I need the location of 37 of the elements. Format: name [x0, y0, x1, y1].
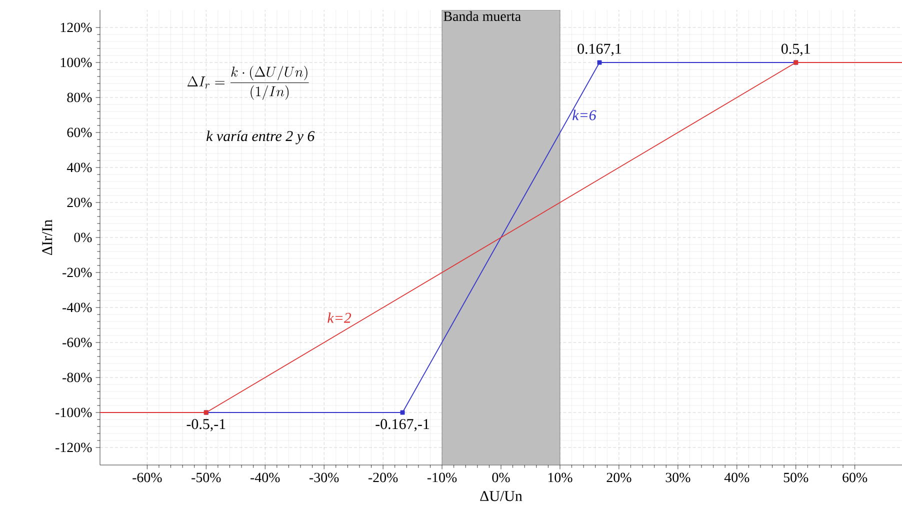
x-tick-label: 40% [724, 472, 750, 482]
x-tick-label: 10% [548, 472, 572, 482]
x-tick-label: 30% [666, 472, 690, 482]
annotation: k varía entre 2 y 6 [206, 130, 315, 144]
y-tick-label: 0% [74, 232, 92, 242]
y-tick-label: -40% [62, 302, 92, 312]
band-label: Banda muerta [444, 11, 521, 22]
series-label: k=6 [572, 110, 596, 120]
y-tick-label: 100% [60, 58, 92, 68]
x-tick-label: -40% [250, 472, 280, 482]
y-tick-label: 120% [60, 22, 92, 32]
annotation: -0.167,-1 [376, 419, 430, 432]
y-axis-title: ΔIr/In [42, 220, 52, 256]
x-tick-label: 20% [606, 472, 632, 482]
x-tick-label: -50% [192, 472, 221, 482]
x-tick-label: -20% [368, 472, 398, 482]
annotation: $\Delta I_r = \frac{k\cdot(\Delta U/Un)}{(1/In)}$ [187, 66, 309, 100]
y-tick-label: -100% [56, 408, 92, 418]
x-tick-label: -10% [427, 472, 457, 482]
annotation: 0.167,1 [578, 44, 622, 56]
y-tick-label: -120% [56, 442, 92, 452]
x-tick-label: -60% [132, 472, 162, 482]
annotation: 0.5,1 [781, 44, 810, 56]
x-tick-label: 0% [492, 472, 510, 482]
x-tick-label: 50% [784, 472, 808, 482]
x-tick-label: 60% [842, 472, 868, 482]
y-tick-label: 20% [67, 198, 92, 208]
series-label: k=2 [328, 312, 352, 323]
y-tick-label: 40% [66, 162, 92, 172]
y-tick-label: -60% [62, 338, 92, 348]
x-tick-label: -30% [310, 472, 339, 482]
annotation: -0.5,-1 [186, 419, 226, 432]
y-tick-label: 80% [67, 92, 92, 102]
x-axis-title: ΔU/Un [480, 491, 522, 502]
y-tick-label: -20% [62, 268, 92, 278]
y-tick-label: -80% [62, 372, 92, 382]
y-tick-label: 60% [67, 128, 92, 138]
